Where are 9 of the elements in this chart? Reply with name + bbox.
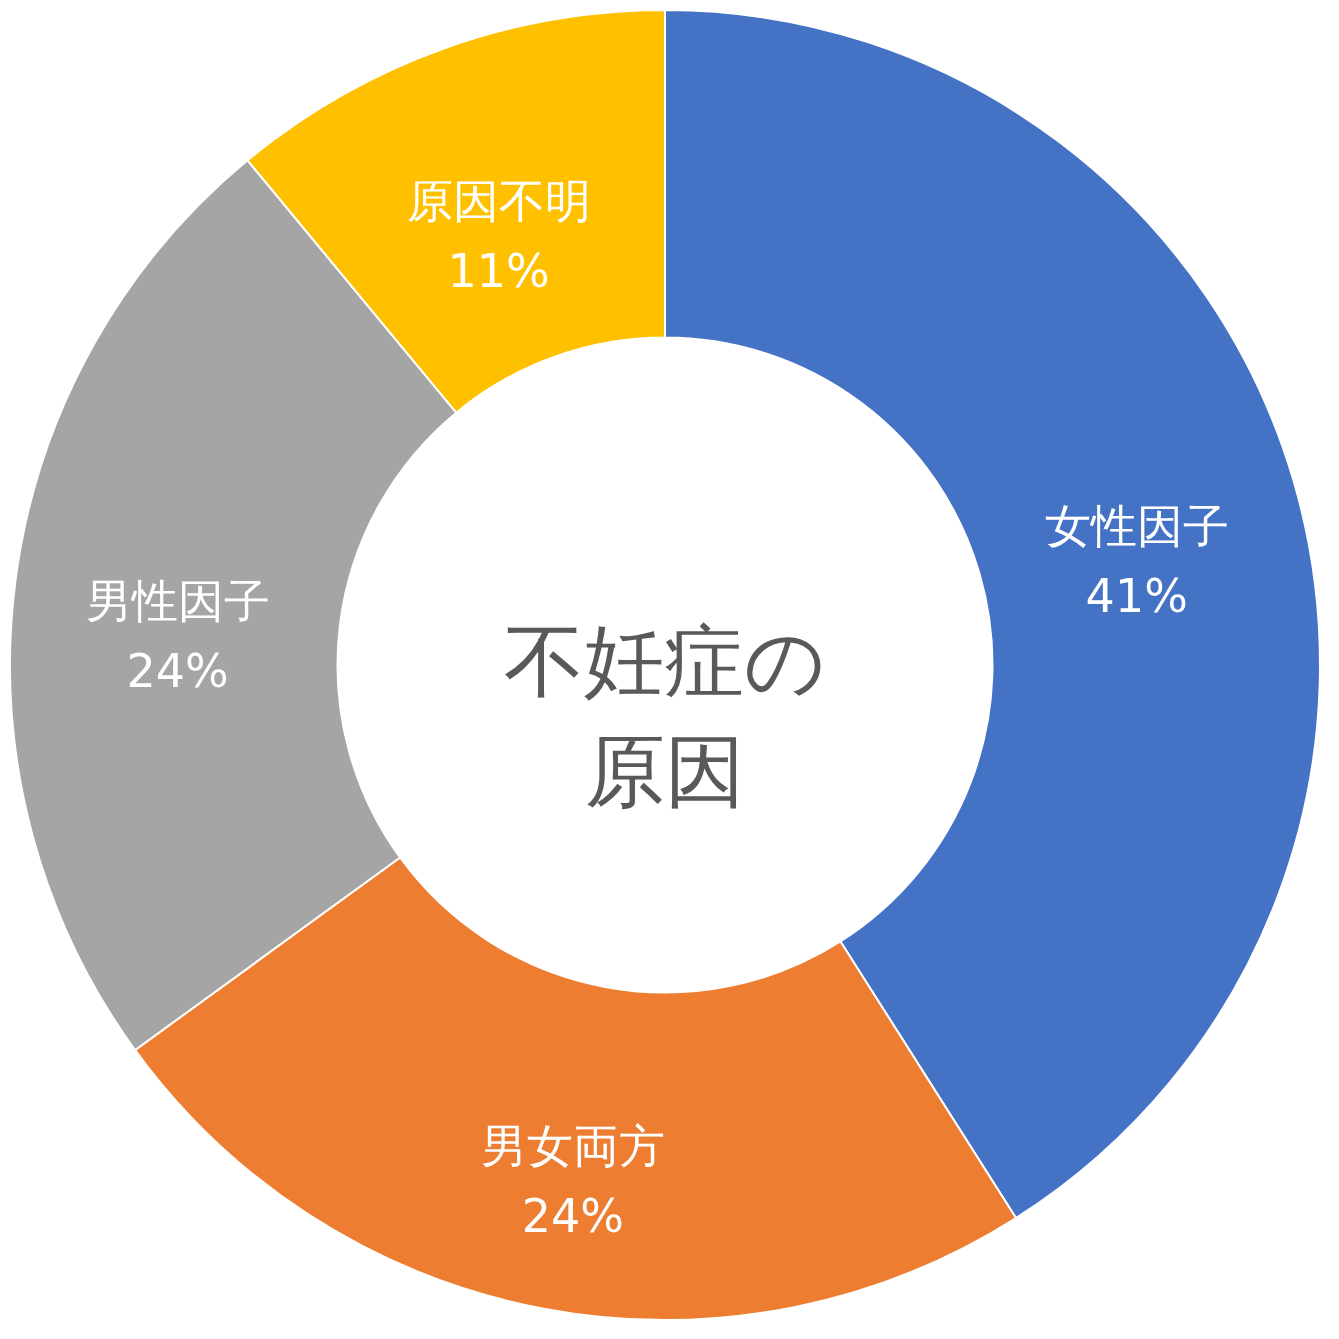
slice-label: 男女両方 (480, 1118, 665, 1173)
data-label: 24% (126, 644, 229, 699)
slice-label: 男性因子 (85, 574, 270, 629)
slice-label: 女性因子 (1044, 498, 1229, 553)
data-label: 24% (521, 1188, 625, 1243)
data-label: 41% (1085, 568, 1188, 623)
data-label: 11% (447, 243, 550, 298)
text: 不妊症の原因 (504, 615, 826, 818)
slice-label: 原因不明 (406, 173, 591, 228)
